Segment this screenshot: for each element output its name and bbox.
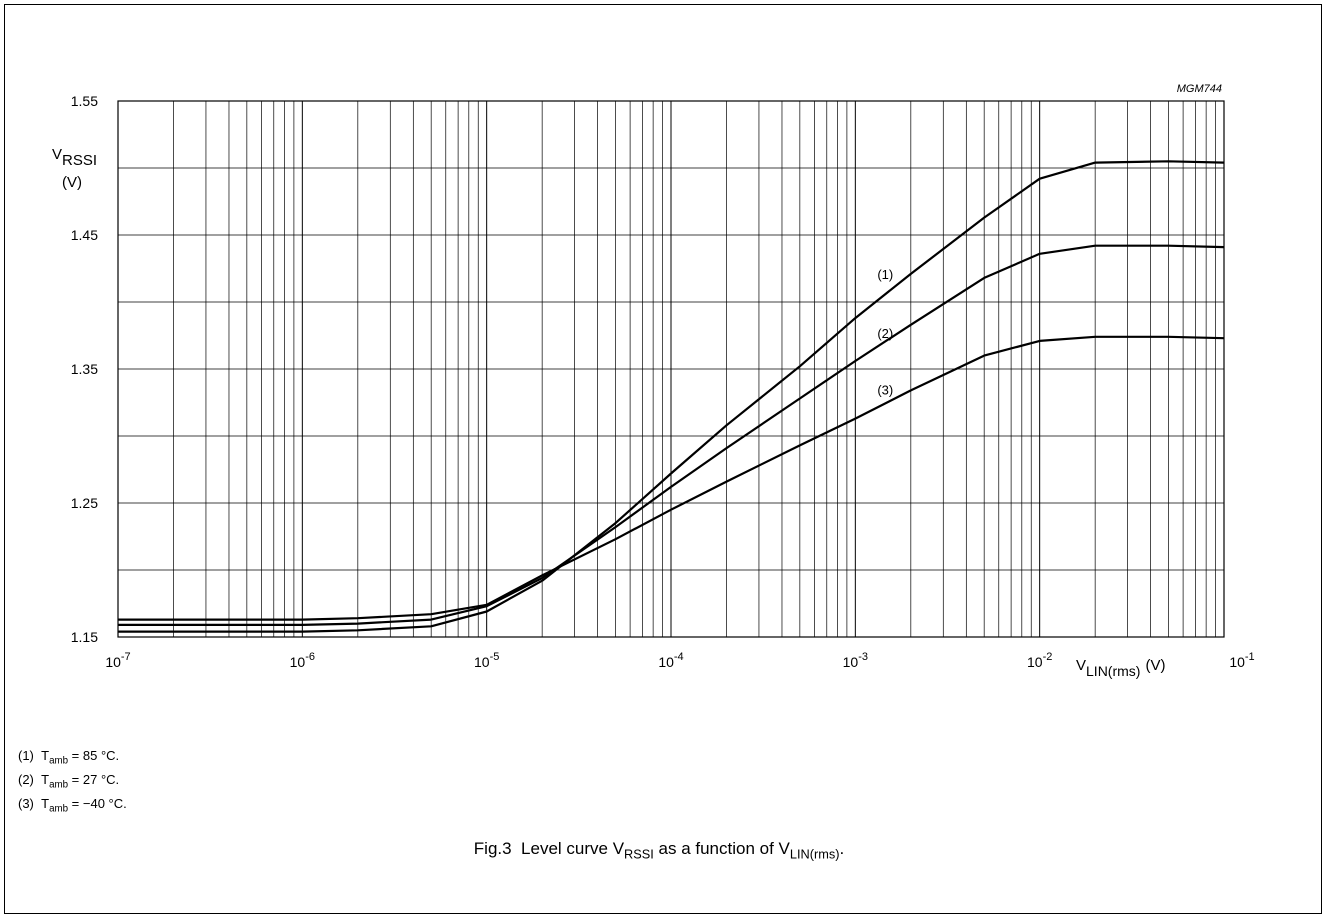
y-tick-label: 1.25: [71, 495, 98, 511]
curve-labels: (1) (2) (3): [877, 267, 893, 397]
note-2: (2) Tamb = 27 °C.: [18, 772, 120, 791]
note-1: (1) Tamb = 85 °C.: [18, 748, 120, 767]
x-axis-title: VLIN(rms) (V): [1076, 657, 1165, 679]
grid: [118, 101, 1224, 637]
curve-label-1: (1): [877, 267, 893, 282]
y-axis-title: VRSSI: [52, 146, 97, 169]
x-tick-label: 10-1: [1229, 651, 1254, 670]
figure-code: MGM744: [1177, 83, 1222, 95]
x-tick-label: 10-4: [658, 651, 683, 670]
y-axis-unit: (V): [62, 174, 82, 191]
y-tick-labels: 1.15 1.25 1.35 1.45 1.55: [71, 93, 98, 645]
curve-label-2: (2): [877, 326, 893, 341]
curve-label-3: (3): [877, 382, 893, 397]
x-tick-label: 10-6: [290, 651, 315, 670]
series-line-1: [118, 160, 1225, 633]
x-tick-label: 10-3: [843, 651, 868, 670]
series-line-3: [118, 335, 1225, 621]
y-tick-label: 1.55: [71, 93, 98, 109]
x-tick-label: 10-5: [474, 651, 499, 670]
y-tick-label: 1.45: [71, 227, 98, 243]
figure-caption: Fig.3 Level curve VRSSI as a function of…: [473, 839, 845, 862]
x-tick-label: 10-7: [105, 651, 130, 670]
note-3: (3) Tamb = −40 °C.: [18, 796, 127, 815]
figure-frame: [4, 4, 1322, 914]
series-line-2: [118, 244, 1225, 627]
y-tick-label: 1.15: [71, 629, 98, 645]
x-tick-labels: 10-7 10-6 10-5 10-4 10-3 10-2 10-1: [105, 651, 1254, 670]
series-lines: [118, 160, 1225, 633]
x-tick-label: 10-2: [1027, 651, 1052, 670]
y-tick-label: 1.35: [71, 361, 98, 377]
plot-area-border: [117, 100, 1225, 638]
